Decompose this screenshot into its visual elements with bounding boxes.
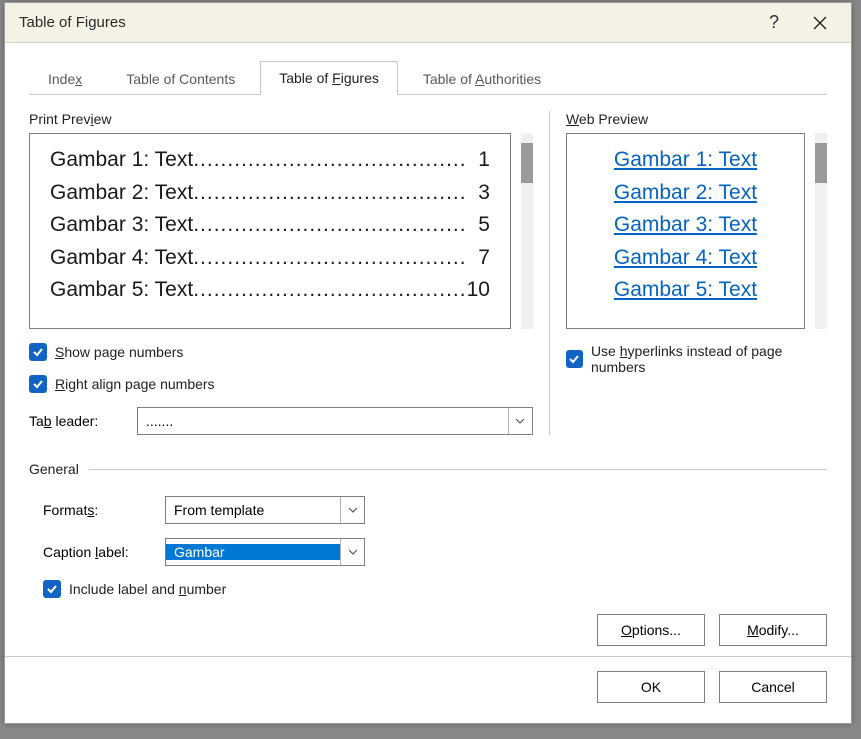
tab-table-of-figures[interactable]: Table of Figures	[260, 61, 398, 95]
caption-label-dropdown-button[interactable]	[340, 539, 364, 565]
print-preview-row: Gambar 3: Text..........................…	[50, 209, 490, 242]
checkmark-icon	[46, 583, 58, 595]
tab-underline	[29, 94, 827, 95]
formats-value: From template	[166, 502, 340, 518]
web-preview-box: Gambar 1: TextGambar 2: TextGambar 3: Te…	[566, 133, 805, 329]
include-label-label: Include label and number	[69, 581, 226, 597]
tab-leader-combo[interactable]: .......	[137, 407, 533, 435]
chevron-down-icon	[515, 418, 525, 424]
caption-label-row: Caption label: Gambar	[43, 538, 827, 566]
close-button[interactable]	[797, 8, 843, 38]
scrollbar-thumb[interactable]	[521, 143, 533, 183]
tab-table-of-authorities[interactable]: Table of Authorities	[404, 62, 560, 95]
formats-combo[interactable]: From template	[165, 496, 365, 524]
ok-button[interactable]: OK	[597, 671, 705, 703]
chevron-down-icon	[348, 549, 358, 555]
formats-dropdown-button[interactable]	[340, 497, 364, 523]
tab-leader-label: Tab leader:	[29, 413, 125, 429]
use-hyperlinks-checkbox[interactable]	[566, 350, 583, 368]
caption-label-label: Caption label:	[43, 544, 153, 560]
tab-strip: IndexTable of ContentsTable of FiguresTa…	[5, 43, 851, 95]
checkmark-icon	[32, 346, 44, 358]
right-column: Web Preview Gambar 1: TextGambar 2: Text…	[550, 111, 827, 435]
web-preview-label: Web Preview	[566, 111, 827, 127]
use-hyperlinks-label: Use hyperlinks instead of page numbers	[591, 343, 827, 375]
include-label-checkbox[interactable]	[43, 580, 61, 598]
web-preview-link[interactable]: Gambar 2: Text	[591, 177, 780, 210]
titlebar: Table of Figures ?	[5, 3, 851, 43]
print-preview-row: Gambar 1: Text..........................…	[50, 144, 490, 177]
close-icon	[813, 16, 827, 30]
web-preview-scrollbar[interactable]	[815, 133, 827, 329]
print-preview-row: Gambar 5: Text..........................…	[50, 274, 490, 307]
use-hyperlinks-row[interactable]: Use hyperlinks instead of page numbers	[566, 343, 827, 375]
include-label-row[interactable]: Include label and number	[43, 580, 827, 598]
right-align-label: Right align page numbers	[55, 376, 215, 392]
dialog-footer: OK Cancel	[5, 656, 851, 723]
tab-leader-dropdown-button[interactable]	[508, 408, 532, 434]
table-of-figures-dialog: Table of Figures ? IndexTable of Content…	[4, 2, 852, 724]
scrollbar-thumb[interactable]	[815, 143, 827, 183]
web-preview-link[interactable]: Gambar 5: Text	[591, 274, 780, 307]
dialog-body: Print Preview Gambar 1: Text............…	[5, 95, 851, 656]
formats-label: Formats:	[43, 502, 153, 518]
cancel-button[interactable]: Cancel	[719, 671, 827, 703]
options-button[interactable]: Options...	[597, 614, 705, 646]
general-button-row: Options... Modify...	[29, 598, 827, 656]
tab-table-of-contents[interactable]: Table of Contents	[107, 62, 254, 95]
caption-label-combo[interactable]: Gambar	[165, 538, 365, 566]
general-section: Formats: From template Caption label: Ga…	[29, 470, 827, 598]
help-button[interactable]: ?	[751, 8, 797, 38]
tab-index[interactable]: Index	[29, 62, 101, 95]
right-align-checkbox[interactable]	[29, 375, 47, 393]
show-page-numbers-checkbox[interactable]	[29, 343, 47, 361]
checkmark-icon	[32, 378, 44, 390]
web-preview-link[interactable]: Gambar 1: Text	[591, 144, 780, 177]
general-legend: General	[29, 461, 827, 477]
web-preview-link[interactable]: Gambar 4: Text	[591, 242, 780, 275]
tab-leader-value: .......	[138, 413, 508, 429]
show-page-numbers-label: Show page numbers	[55, 344, 183, 360]
tab-leader-row: Tab leader: .......	[29, 407, 533, 435]
print-preview-scrollbar[interactable]	[521, 133, 533, 329]
dialog-title: Table of Figures	[19, 14, 751, 31]
print-preview-box: Gambar 1: Text..........................…	[29, 133, 511, 329]
print-preview-label: Print Preview	[29, 111, 533, 127]
caption-label-value: Gambar	[166, 544, 340, 560]
right-align-row[interactable]: Right align page numbers	[29, 375, 533, 393]
print-preview-row: Gambar 4: Text..........................…	[50, 242, 490, 275]
show-page-numbers-row[interactable]: Show page numbers	[29, 343, 533, 361]
chevron-down-icon	[348, 507, 358, 513]
checkmark-icon	[568, 353, 580, 365]
formats-row: Formats: From template	[43, 496, 827, 524]
print-preview-row: Gambar 2: Text..........................…	[50, 177, 490, 210]
web-preview-link[interactable]: Gambar 3: Text	[591, 209, 780, 242]
left-column: Print Preview Gambar 1: Text............…	[29, 111, 549, 435]
modify-button[interactable]: Modify...	[719, 614, 827, 646]
